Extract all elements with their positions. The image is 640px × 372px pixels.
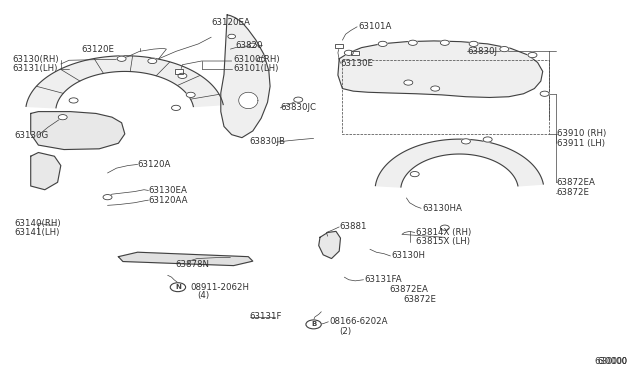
Text: 63872E: 63872E: [403, 295, 436, 304]
Text: 63130E: 63130E: [340, 59, 374, 68]
Text: 63910 (RH): 63910 (RH): [557, 129, 606, 138]
Circle shape: [172, 105, 180, 110]
Polygon shape: [338, 41, 543, 97]
Text: 63815X (LH): 63815X (LH): [416, 237, 470, 246]
Circle shape: [431, 86, 440, 91]
Text: 630000: 630000: [597, 357, 627, 366]
Circle shape: [440, 40, 449, 45]
Circle shape: [103, 195, 112, 200]
Polygon shape: [319, 231, 340, 259]
Text: 63130H: 63130H: [392, 251, 426, 260]
Polygon shape: [376, 139, 543, 187]
Text: 63872E: 63872E: [557, 188, 590, 197]
Bar: [351, 51, 359, 55]
Text: 63120AA: 63120AA: [148, 196, 188, 205]
Text: 63878N: 63878N: [175, 260, 209, 269]
Polygon shape: [221, 15, 270, 138]
Bar: [351, 51, 359, 55]
Text: 63130G: 63130G: [14, 131, 49, 140]
Text: 63814X (RH): 63814X (RH): [416, 228, 471, 237]
Circle shape: [69, 98, 78, 103]
Text: 63141(LH): 63141(LH): [14, 228, 60, 237]
Text: 63872EA: 63872EA: [557, 178, 596, 187]
Text: B: B: [311, 321, 316, 327]
Circle shape: [378, 41, 387, 46]
Text: 08911-2062H: 08911-2062H: [191, 283, 250, 292]
Circle shape: [461, 139, 470, 144]
Bar: [335, 44, 343, 48]
Text: 63911 (LH): 63911 (LH): [557, 139, 605, 148]
Circle shape: [469, 41, 478, 46]
Text: 63120EA: 63120EA: [211, 18, 250, 27]
Circle shape: [483, 137, 492, 142]
Text: 630000: 630000: [594, 357, 627, 366]
Circle shape: [58, 115, 67, 120]
Text: 63820: 63820: [235, 41, 262, 50]
Circle shape: [117, 56, 126, 61]
Circle shape: [306, 320, 321, 329]
Text: (4): (4): [197, 291, 209, 300]
Text: 63120A: 63120A: [138, 160, 171, 169]
Circle shape: [170, 283, 186, 292]
Bar: [175, 69, 183, 74]
Circle shape: [178, 73, 187, 78]
Circle shape: [249, 43, 257, 48]
Bar: [335, 44, 343, 48]
Text: 63872EA: 63872EA: [389, 285, 428, 294]
Polygon shape: [31, 153, 61, 190]
Text: 63120E: 63120E: [81, 45, 114, 54]
Text: 63101A: 63101A: [358, 22, 392, 31]
Circle shape: [186, 92, 195, 97]
Polygon shape: [239, 92, 258, 109]
Circle shape: [404, 80, 413, 85]
Circle shape: [228, 34, 236, 39]
Circle shape: [528, 52, 537, 58]
Text: 63130EA: 63130EA: [148, 186, 188, 195]
Text: 63100(RH): 63100(RH): [234, 55, 280, 64]
Circle shape: [440, 225, 449, 230]
Circle shape: [294, 97, 303, 102]
Text: (2): (2): [339, 327, 351, 336]
Circle shape: [408, 40, 417, 45]
Text: 63830J: 63830J: [467, 47, 497, 56]
Text: 63130(RH): 63130(RH): [13, 55, 60, 64]
Circle shape: [344, 50, 353, 55]
Circle shape: [148, 58, 157, 64]
Text: 63131(LH): 63131(LH): [13, 64, 58, 73]
Text: 63140(RH): 63140(RH): [14, 219, 61, 228]
Text: 63830JC: 63830JC: [280, 103, 316, 112]
Polygon shape: [118, 252, 253, 266]
Circle shape: [500, 46, 509, 52]
Text: N: N: [175, 284, 181, 290]
Text: 63131F: 63131F: [250, 312, 282, 321]
Text: 63131FA: 63131FA: [365, 275, 403, 284]
Text: 63830JB: 63830JB: [250, 137, 285, 146]
Circle shape: [257, 57, 265, 62]
Text: 63130HA: 63130HA: [422, 204, 462, 213]
Text: 08166-6202A: 08166-6202A: [330, 317, 388, 326]
Text: 63101(LH): 63101(LH): [234, 64, 279, 73]
Polygon shape: [31, 112, 125, 150]
Bar: [175, 69, 183, 74]
Circle shape: [410, 171, 419, 177]
Circle shape: [540, 91, 549, 96]
Polygon shape: [26, 56, 223, 108]
Text: 63881: 63881: [339, 222, 367, 231]
